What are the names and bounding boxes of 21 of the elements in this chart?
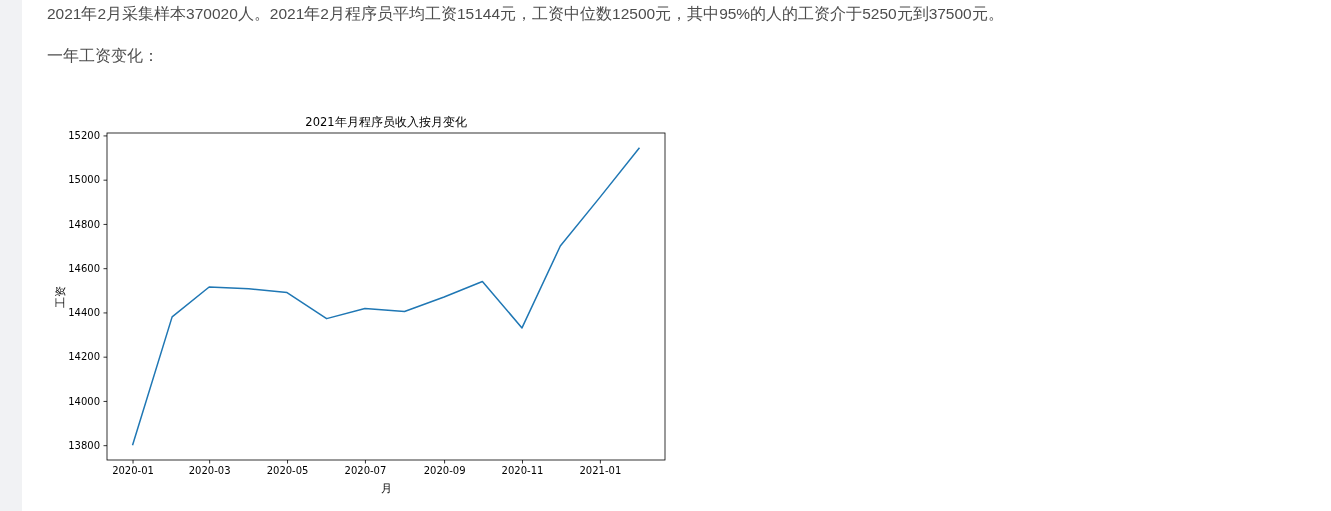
- x-tick-label: 2020-07: [344, 465, 387, 477]
- y-tick-label: 15200: [68, 130, 100, 142]
- x-tick-label: 2020-01: [112, 465, 154, 477]
- y-tick-label: 14400: [68, 307, 100, 319]
- y-tick-label: 14800: [68, 218, 100, 230]
- x-axis-title: 月: [380, 482, 392, 494]
- y-tick-label: 14600: [68, 262, 100, 274]
- y-tick-label: 14200: [68, 351, 100, 363]
- y-tick-label: 13800: [68, 439, 100, 451]
- x-tick-label: 2020-09: [423, 465, 466, 477]
- text: 一年工资变化：: [47, 46, 159, 66]
- x-tick-label: 2020-11: [501, 465, 544, 477]
- chart-title: 2021年月程序员收入按月变化: [305, 115, 467, 129]
- y-tick-label: 14000: [68, 395, 100, 407]
- line-series: [131, 147, 641, 446]
- y-axis-title: 工资: [54, 285, 66, 308]
- text: 2021年2月采集样本370020人。2021年2月程序员平均工资15144元，工资中位数12500元，其中95%的人的工资介于5250元到37500元。: [47, 4, 1004, 24]
- x-tick-label: 2021-01: [579, 465, 622, 477]
- x-tick-label: 2020-05: [266, 465, 309, 477]
- y-tick-label: 15000: [68, 174, 100, 186]
- x-tick-label: 2020-03: [188, 465, 231, 477]
